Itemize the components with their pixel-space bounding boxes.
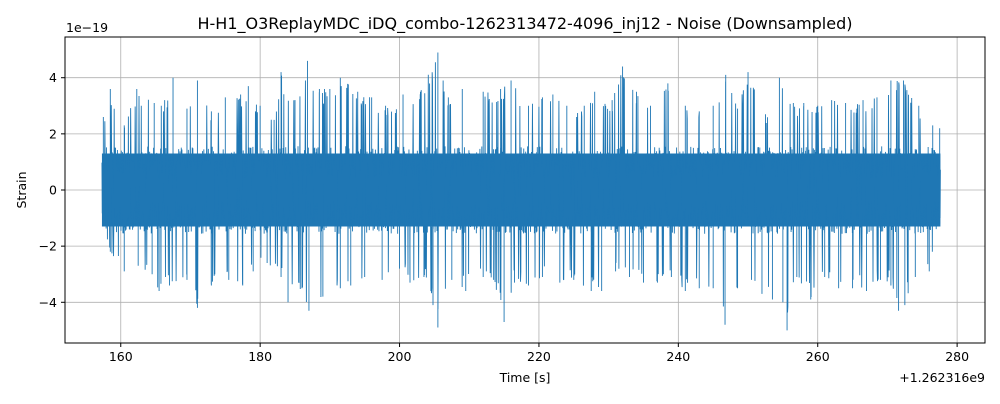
data-series-layer — [101, 52, 941, 331]
y-tick-label: −4 — [39, 295, 57, 310]
x-tick-label: 200 — [388, 349, 412, 364]
y-tick-label: 4 — [49, 70, 57, 85]
x-axis-offset-label: +1.262316e9 — [899, 370, 985, 385]
chart-title: H-H1_O3ReplayMDC_iDQ_combo-1262313472-40… — [198, 14, 853, 34]
x-axis-label: Time [s] — [499, 370, 551, 385]
x-tick-label: 240 — [666, 349, 690, 364]
x-tick-label: 160 — [109, 349, 133, 364]
y-tick-label: 2 — [49, 126, 57, 141]
axis-ticks: 160 180 200 220 240 260 280 −4 −2 0 2 4 — [39, 70, 970, 364]
y-axis-scale-label: 1e−19 — [66, 20, 108, 35]
noise-series-line — [101, 52, 941, 331]
y-tick-label: 0 — [49, 183, 57, 198]
y-tick-label: −2 — [39, 239, 57, 254]
x-tick-label: 180 — [248, 349, 272, 364]
x-tick-label: 280 — [945, 349, 969, 364]
x-tick-label: 260 — [806, 349, 830, 364]
y-axis-label: Strain — [14, 171, 29, 208]
x-tick-label: 220 — [527, 349, 551, 364]
